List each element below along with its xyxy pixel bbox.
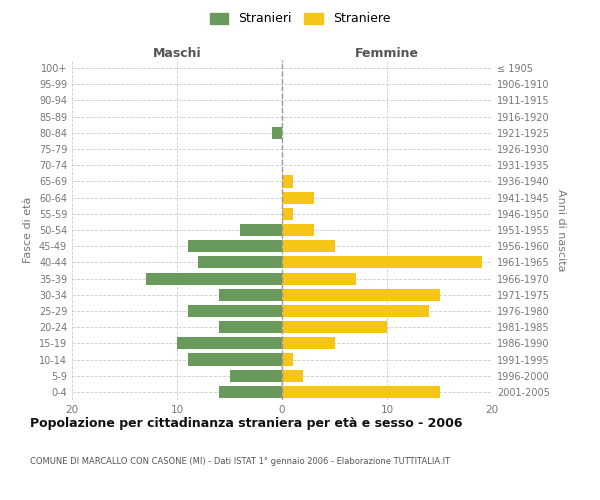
Text: Femmine: Femmine [355,47,419,60]
Y-axis label: Fasce di età: Fasce di età [23,197,33,263]
Text: Popolazione per cittadinanza straniera per età e sesso - 2006: Popolazione per cittadinanza straniera p… [30,418,463,430]
Bar [219,386,282,398]
Bar [282,256,482,268]
Bar [282,354,293,366]
Bar [187,305,282,317]
Bar [271,127,282,139]
Bar [282,272,355,284]
Bar [282,176,293,188]
Text: COMUNE DI MARCALLO CON CASONE (MI) - Dati ISTAT 1° gennaio 2006 - Elaborazione T: COMUNE DI MARCALLO CON CASONE (MI) - Dat… [30,458,450,466]
Y-axis label: Anni di nascita: Anni di nascita [556,188,566,271]
Bar [146,272,282,284]
Bar [282,288,439,301]
Bar [198,256,282,268]
Bar [282,305,429,317]
Bar [177,338,282,349]
Bar [187,354,282,366]
Legend: Stranieri, Straniere: Stranieri, Straniere [206,8,394,29]
Bar [282,386,439,398]
Bar [282,321,387,333]
Bar [219,321,282,333]
Bar [219,288,282,301]
Bar [282,240,335,252]
Bar [282,208,293,220]
Bar [282,338,335,349]
Bar [187,240,282,252]
Bar [282,224,314,236]
Text: Maschi: Maschi [152,47,202,60]
Bar [240,224,282,236]
Bar [282,192,314,203]
Bar [282,370,303,382]
Bar [229,370,282,382]
